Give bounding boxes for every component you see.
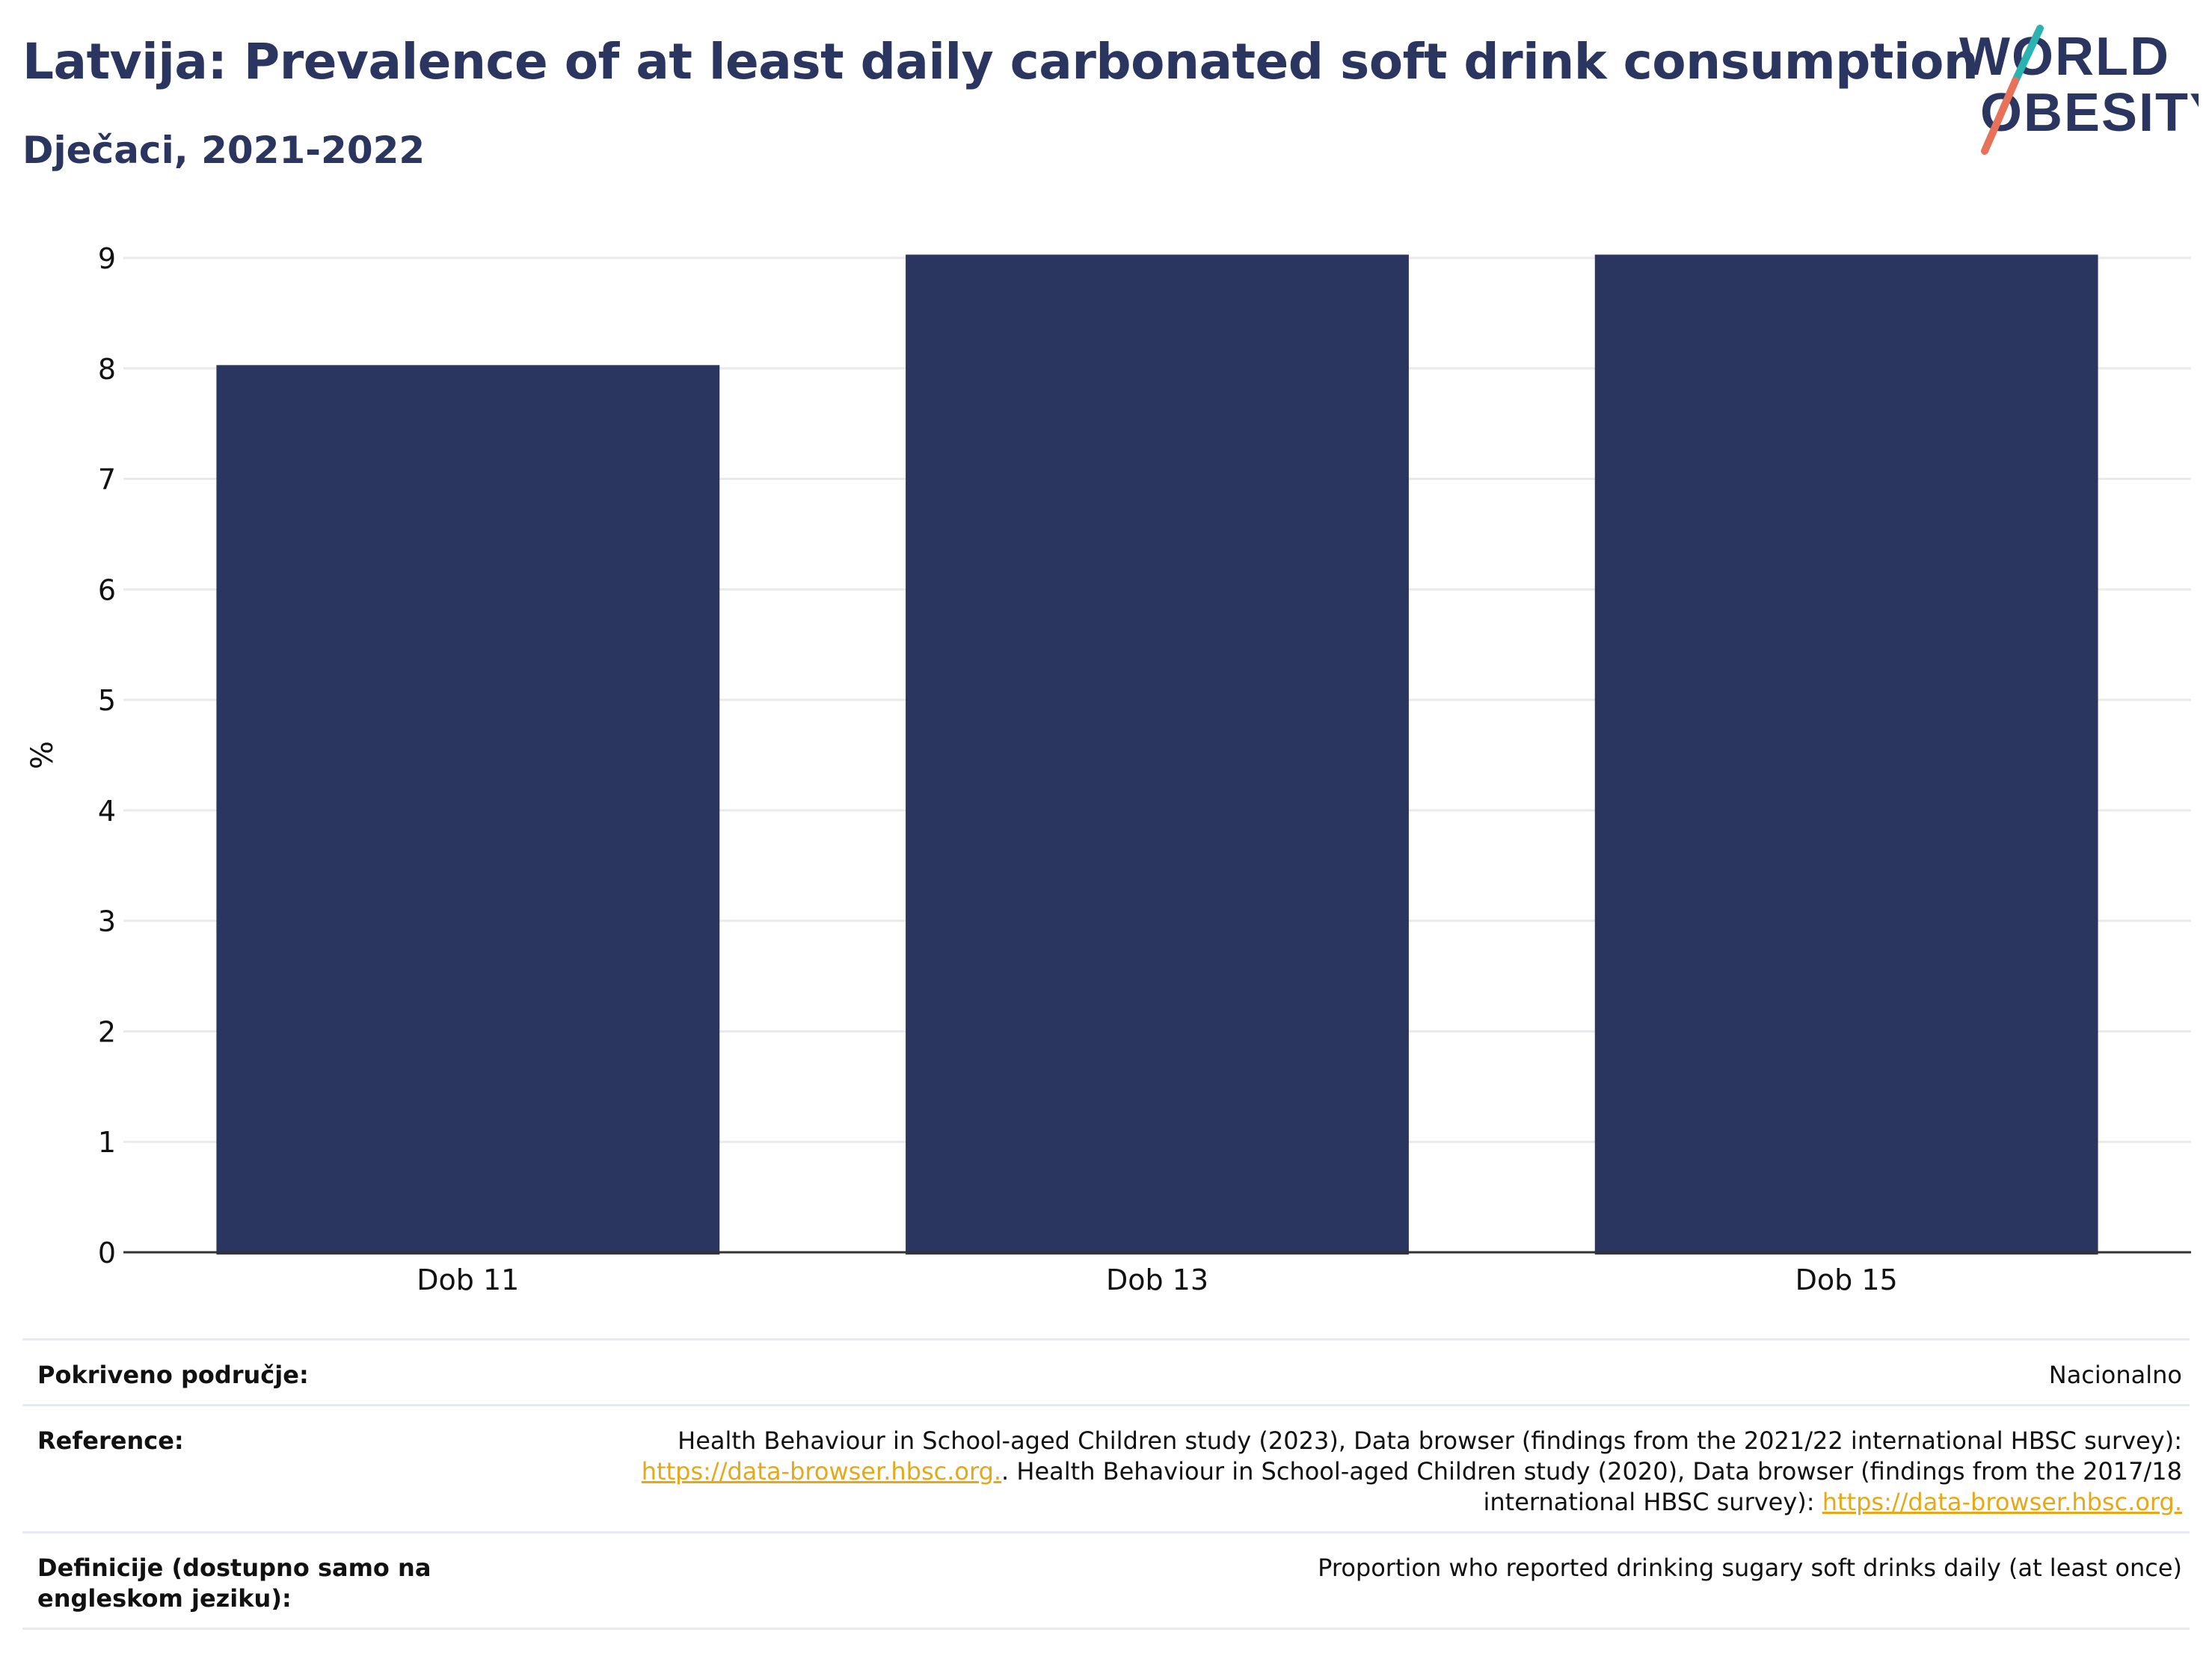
reference-text-2: . Health Behaviour in School-aged Childr… — [1001, 1457, 2182, 1516]
coverage-row: Pokriveno područje: Nacionalno — [22, 1338, 2190, 1404]
reference-link-1[interactable]: https://data-browser.hbsc.org. — [641, 1457, 1002, 1486]
logo-line-2: OBESITY — [1980, 83, 2199, 143]
reference-text-1: Health Behaviour in School-aged Children… — [678, 1426, 2182, 1455]
y-tick-label: 3 — [98, 905, 116, 938]
y-tick-label: 1 — [98, 1126, 116, 1159]
y-tick-label: 5 — [98, 684, 116, 717]
y-tick-label: 4 — [98, 795, 116, 828]
coverage-value: Nacionalno — [2048, 1361, 2182, 1389]
bar-1 — [216, 365, 720, 1255]
bar-chart: 0 1 2 3 4 5 6 7 8 9 Dob 11 Dob 13 Dob 15% — [25, 242, 2191, 1296]
x-tick-label: Dob 15 — [1795, 1263, 1898, 1296]
y-axis-label: % — [25, 741, 60, 769]
coverage-label: Pokriveno područje: — [37, 1361, 309, 1389]
world-obesity-logo: WORLD OBESITY — [1959, 22, 2199, 157]
y-tick-label: 9 — [98, 242, 116, 275]
chart-title: Latvija: Prevalence of at least daily ca… — [22, 33, 1979, 90]
references-row: Reference: Health Behaviour in School-ag… — [22, 1404, 2190, 1531]
logo-accent-coral — [1981, 77, 2019, 155]
y-tick-label: 0 — [98, 1237, 116, 1269]
definitions-label: Definicije (dostupno samo na engleskom j… — [37, 1554, 431, 1613]
y-tick-label: 7 — [98, 464, 116, 496]
logo-line-1: WORLD — [1959, 27, 2170, 87]
definitions-value: Proportion who reported drinking sugary … — [1318, 1554, 2182, 1582]
y-tick-label: 2 — [98, 1015, 116, 1048]
definitions-row: Definicije (dostupno samo na engleskom j… — [22, 1531, 2190, 1630]
logo-accent-teal — [2012, 25, 2044, 84]
references-value: Health Behaviour in School-aged Children… — [561, 1426, 2182, 1518]
reference-link-2[interactable]: https://data-browser.hbsc.org. — [1822, 1488, 2182, 1516]
chart-subtitle: Dječaci, 2021-2022 — [22, 129, 425, 172]
metadata-table: Pokriveno područje: Nacionalno Reference… — [22, 1338, 2190, 1630]
y-tick-label: 6 — [98, 573, 116, 606]
x-tick-label: Dob 11 — [417, 1263, 519, 1296]
bar-2 — [906, 254, 1409, 1255]
references-label: Reference: — [37, 1426, 184, 1455]
x-tick-label: Dob 13 — [1106, 1263, 1208, 1296]
bar-3 — [1594, 254, 2098, 1255]
y-tick-label: 8 — [98, 353, 116, 386]
